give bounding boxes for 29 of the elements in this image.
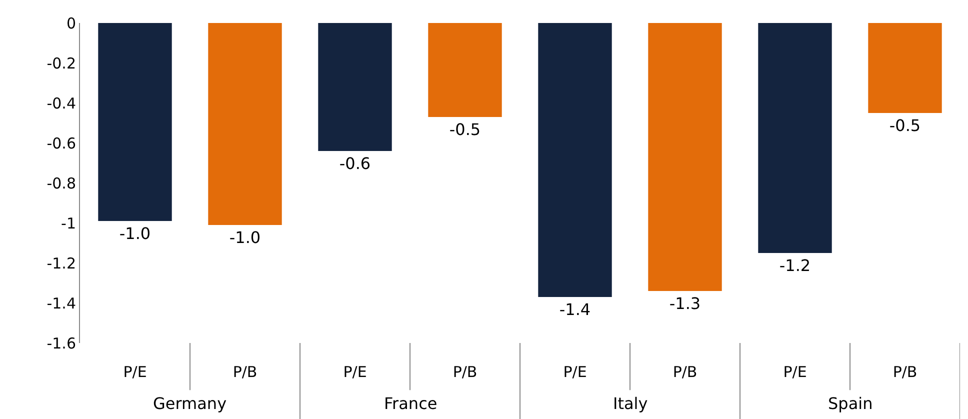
data-label: -1.3 [669,294,701,313]
x-tick-label: P/B [452,363,478,381]
data-label: -1.4 [559,300,591,319]
data-label: -1.0 [119,224,151,243]
text: Germany [153,394,227,413]
x-tick-label: P/E [343,363,367,381]
x-tick-label: P/B [892,363,918,381]
y-tick-label: -1.6 [46,334,76,352]
y-tick-label: -1.4 [46,294,76,312]
data-label: -0.5 [449,120,481,139]
text: France [384,394,438,413]
y-tick-label: -1.2 [46,254,76,272]
x-tick-label: P/E [563,363,587,381]
y-tick-label: -1 [61,214,76,232]
data-label: -1.2 [779,256,811,275]
y-tick-label: -0.6 [46,134,76,152]
data-label: -0.5 [889,116,921,135]
data-label: -0.6 [339,154,371,173]
x-tick-label: P/E [783,363,807,381]
text: Italy [613,394,648,413]
y-tick-label: -0.4 [46,94,76,112]
text: Spain [828,394,873,413]
y-tick-label: 0 [66,14,76,32]
x-tick-label: P/E [123,363,147,381]
y-tick-label: -0.2 [46,54,76,72]
x-tick-label: P/B [672,363,698,381]
data-label: -1.0 [229,228,261,247]
x-tick-label: P/B [232,363,258,381]
y-tick-label: -0.8 [46,174,76,192]
